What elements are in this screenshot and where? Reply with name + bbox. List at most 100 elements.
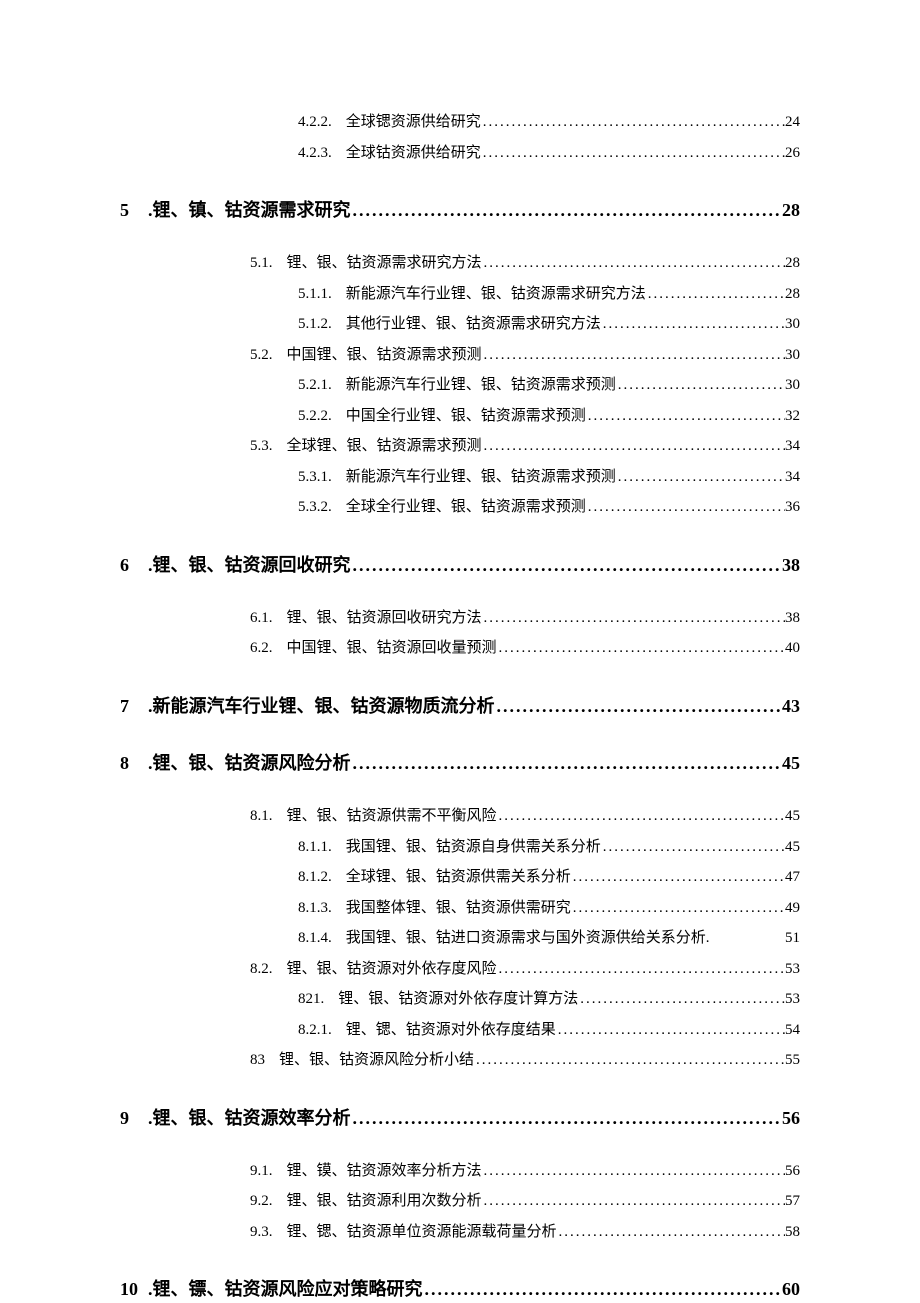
toc-number: 5.1.2. (298, 312, 332, 338)
toc-leader-dots (351, 198, 783, 223)
toc-number: 8.1.4. (298, 926, 332, 952)
toc-number: 5.3.1. (298, 465, 332, 491)
toc-title: 锂、银、钴资源供需不平衡风险 (287, 804, 497, 830)
toc-entry: 821.锂、银、钴资源对外依存度计算方法53 (120, 987, 800, 1013)
toc-leader-dots (482, 1159, 785, 1185)
toc-title: .锂、银、钴资源回收研究 (148, 553, 351, 578)
toc-leader-dots (586, 495, 785, 521)
toc-title: 我国整体锂、银、钴资源供需研究 (346, 896, 571, 922)
toc-title: 我国锂、银、钴进口资源需求与国外资源供给关系分析. (346, 926, 710, 952)
toc-leader-dots (495, 694, 783, 719)
toc-number: 8.1. (250, 804, 273, 830)
toc-leader-dots (351, 553, 783, 578)
toc-number: 5.3.2. (298, 495, 332, 521)
toc-number: 7 (120, 694, 148, 719)
toc-page-number: 26 (785, 141, 800, 167)
toc-page-number: 38 (785, 606, 800, 632)
toc-number: 8 (120, 751, 148, 776)
toc-number: 8.1.1. (298, 835, 332, 861)
toc-entry: 8.锂、银、钴资源风险分析45 (120, 751, 800, 776)
toc-entry: 5.1.2.其他行业锂、银、钴资源需求研究方法30 (120, 312, 800, 338)
toc-leader-dots (497, 957, 785, 983)
table-of-contents: 4.2.2.全球锶资源供给研究244.2.3.全球钴资源供给研究265.锂、镇、… (120, 110, 800, 1303)
toc-entry: 6.锂、银、钴资源回收研究38 (120, 553, 800, 578)
toc-leader-dots (482, 434, 785, 460)
toc-number: 9.3. (250, 1220, 273, 1246)
toc-title: .锂、镖、钴资源风险应对策略研究 (148, 1277, 423, 1302)
toc-leader-dots (497, 636, 785, 662)
toc-title: 锂、银、钴资源回收研究方法 (287, 606, 482, 632)
toc-title: 锂、锶、钴资源对外依存度结果 (346, 1018, 556, 1044)
toc-entry: 8.1.1.我国锂、银、钴资源自身供需关系分析45 (120, 835, 800, 861)
toc-number: 8.2. (250, 957, 273, 983)
toc-page-number: 34 (785, 465, 800, 491)
toc-page-number: 45 (785, 835, 800, 861)
toc-title: 新能源汽车行业锂、银、钴资源需求预测 (346, 465, 616, 491)
toc-entry: 8.2. 锂、银、钴资源对外依存度风险 53 (120, 957, 800, 983)
toc-leader-dots (646, 282, 785, 308)
toc-page-number: 53 (785, 957, 800, 983)
toc-page-number: 49 (785, 896, 800, 922)
toc-title: 锂、银、钴资源对外依存度风险 (287, 957, 497, 983)
toc-number: 5.3. (250, 434, 273, 460)
toc-title: .锂、镇、钴资源需求研究 (148, 198, 351, 223)
toc-title: 全球全行业锂、银、钴资源需求预测 (346, 495, 586, 521)
toc-number: 5.2.2. (298, 404, 332, 430)
toc-entry: 9.1.锂、镆、钴资源效率分析方法56 (120, 1159, 800, 1185)
toc-title: 全球钴资源供给研究 (346, 141, 481, 167)
toc-page-number: 56 (782, 1106, 800, 1131)
toc-title: 新能源汽车行业锂、银、钴资源需求研究方法 (346, 282, 646, 308)
toc-entry: 4.2.3.全球钴资源供给研究26 (120, 141, 800, 167)
toc-page-number: 40 (785, 636, 800, 662)
toc-page-number: 30 (785, 343, 800, 369)
toc-title: 中国锂、银、钴资源需求预测 (287, 343, 482, 369)
toc-entry: 83锂、银、钴资源风险分析小结55 (120, 1048, 800, 1074)
toc-number: 8.1.2. (298, 865, 332, 891)
toc-title: .新能源汽车行业锂、银、钴资源物质流分析 (148, 694, 495, 719)
toc-page-number: 30 (785, 373, 800, 399)
toc-leader-dots (557, 1220, 785, 1246)
toc-entry: 5.2.1.新能源汽车行业锂、银、钴资源需求预测30 (120, 373, 800, 399)
toc-title: 中国锂、银、钴资源回收量预测 (287, 636, 497, 662)
toc-title: .锂、银、钴资源效率分析 (148, 1106, 351, 1131)
toc-leader-dots (423, 1277, 783, 1302)
toc-entry: 8.1.4.我国锂、银、钴进口资源需求与国外资源供给关系分析.51 (120, 926, 800, 952)
toc-leader-dots (571, 865, 785, 891)
toc-title: 全球锶资源供给研究 (346, 110, 481, 136)
toc-page-number: 28 (785, 251, 800, 277)
toc-page-number: 60 (782, 1277, 800, 1302)
toc-number: 6.2. (250, 636, 273, 662)
toc-entry: 5.3.全球锂、银、钴资源需求预测34 (120, 434, 800, 460)
toc-page-number: 34 (785, 434, 800, 460)
toc-title: 锂、银、钴资源风险分析小结 (279, 1048, 474, 1074)
toc-leader-dots (571, 896, 785, 922)
toc-page-number: 28 (785, 282, 800, 308)
toc-leader-dots (616, 465, 785, 491)
toc-title: 锂、银、钴资源利用次数分析 (287, 1189, 482, 1215)
toc-title: 中国全行业锂、银、钴资源需求预测 (346, 404, 586, 430)
toc-number: 9.1. (250, 1159, 273, 1185)
toc-leader-dots (351, 1106, 783, 1131)
toc-entry: 5.锂、镇、钴资源需求研究28 (120, 198, 800, 223)
toc-page-number: 58 (785, 1220, 800, 1246)
toc-leader-dots (482, 1189, 785, 1215)
toc-entry: 5.1.1. 新能源汽车行业锂、银、钴资源需求研究方法 28 (120, 282, 800, 308)
toc-leader-dots (556, 1018, 785, 1044)
toc-entry: 6.2. 中国锂、银、钴资源回收量预测 40 (120, 636, 800, 662)
toc-entry: 5.1.锂、银、钴资源需求研究方法28 (120, 251, 800, 277)
toc-number: 5.1. (250, 251, 273, 277)
toc-page-number: 30 (785, 312, 800, 338)
toc-number: 9.2. (250, 1189, 273, 1215)
toc-page-number: 54 (785, 1018, 800, 1044)
toc-leader-dots (482, 251, 785, 277)
toc-leader-dots (616, 373, 785, 399)
toc-title: 锂、镆、钴资源效率分析方法 (287, 1159, 482, 1185)
toc-leader-dots (474, 1048, 785, 1074)
toc-entry: 10.锂、镖、钴资源风险应对策略研究 60 (120, 1277, 800, 1302)
toc-leader-dots (481, 110, 785, 136)
toc-page-number: 28 (782, 198, 800, 223)
toc-entry: 5.3.1. 新能源汽车行业锂、银、钴资源需求预测 34 (120, 465, 800, 491)
toc-number: 10 (120, 1277, 148, 1302)
toc-entry: 5.2.2.中国全行业锂、银、钴资源需求预测32 (120, 404, 800, 430)
toc-number: 5.1.1. (298, 282, 332, 308)
